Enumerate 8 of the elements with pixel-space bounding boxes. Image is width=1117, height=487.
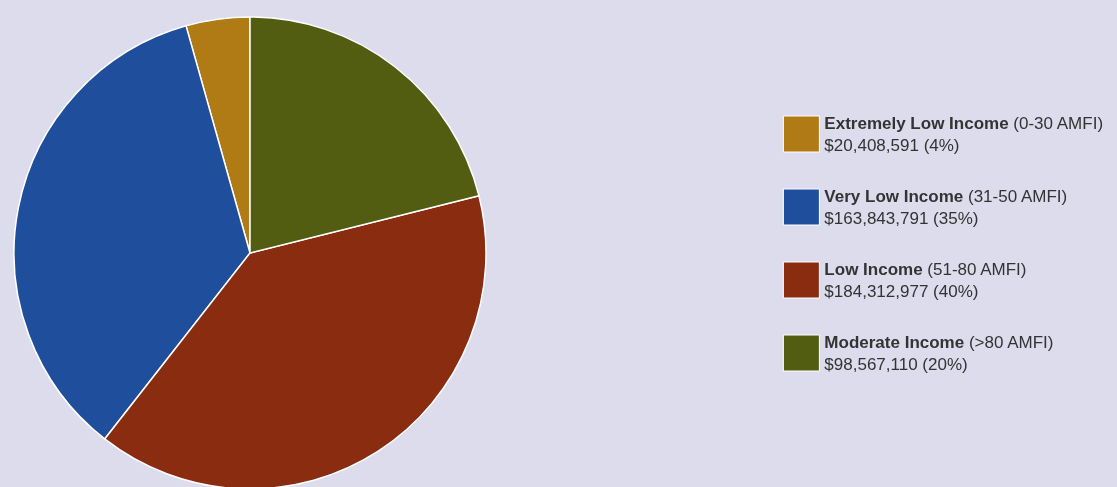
data-label: $163,843,791 (35%) xyxy=(824,208,979,228)
legend-label: Extremely Low Income (0-30 AMFI) xyxy=(824,113,1104,133)
legend-label: Moderate Income (>80 AMFI) xyxy=(824,332,1054,352)
legend-label: Very Low Income (31-50 AMFI) xyxy=(824,186,1068,206)
data-label: $20,408,591 (4%) xyxy=(824,135,960,155)
data-label: $98,567,110 (20%) xyxy=(824,354,968,374)
data-label: $184,312,977 (40%) xyxy=(824,281,979,301)
legend-label: Low Income (51-80 AMFI) xyxy=(824,259,1027,279)
